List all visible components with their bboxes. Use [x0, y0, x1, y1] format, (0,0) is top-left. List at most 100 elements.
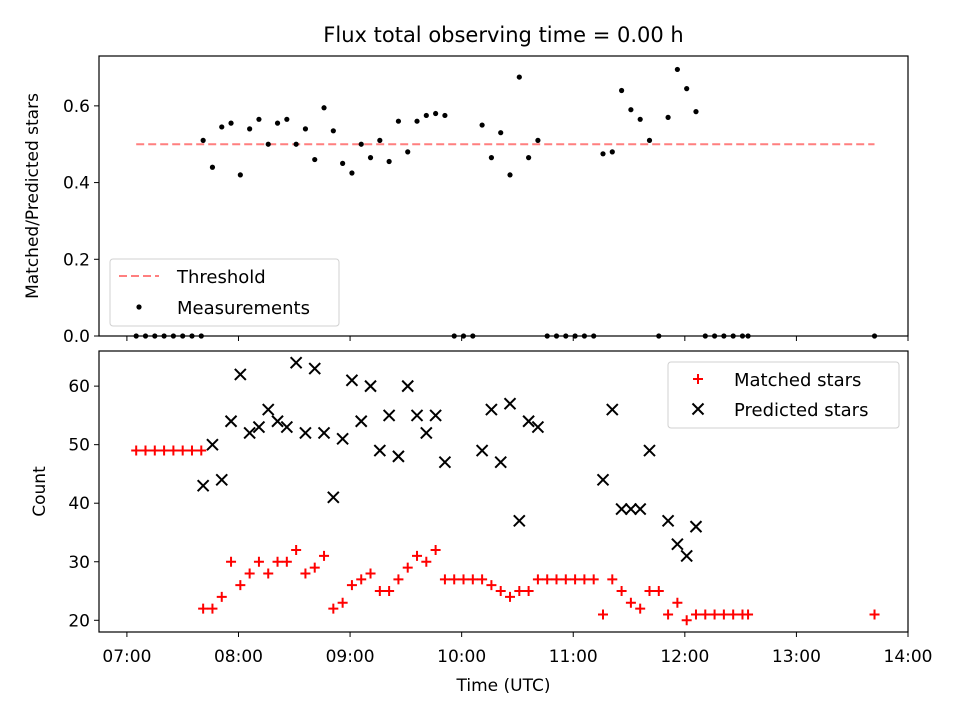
matched-star-point — [235, 580, 246, 591]
matched-star-point — [542, 574, 553, 585]
measurement-point — [321, 105, 327, 111]
measurement-point — [293, 141, 299, 147]
predicted-star-point — [364, 379, 377, 393]
predicted-star-point — [503, 397, 517, 410]
predicted-star-point — [633, 502, 647, 516]
x-tick-label: 07:00 — [102, 647, 151, 667]
measurement-point — [423, 112, 429, 119]
predicted-star-point — [308, 362, 321, 375]
measurement-point — [516, 74, 522, 80]
predicted-star-point — [373, 444, 387, 457]
matched-star-point — [700, 609, 711, 620]
matched-star-point — [207, 603, 218, 614]
measurement-point — [479, 122, 485, 128]
matched-star-point — [653, 586, 664, 597]
matched-star-point — [486, 580, 497, 591]
legend-predicted-swatch — [691, 402, 705, 416]
matched-star-point — [458, 574, 469, 585]
x-tick-label: 10:00 — [437, 647, 486, 667]
matched-star-point — [570, 574, 581, 585]
predicted-star-point — [243, 426, 256, 440]
matched-star-point — [514, 586, 525, 597]
measurement-point — [358, 141, 364, 147]
measurement-point — [209, 164, 216, 170]
matched-star-point — [263, 568, 274, 579]
predicted-star-point — [494, 456, 507, 469]
predicted-star-point — [624, 502, 638, 516]
measurement-point — [386, 158, 392, 165]
legend-measurements-swatch — [136, 304, 142, 310]
predicted-star-point — [438, 456, 452, 469]
matched-star-point — [393, 574, 404, 585]
measurement-point — [302, 126, 309, 132]
predicted-star-point — [392, 450, 405, 463]
matched-star-point — [149, 445, 160, 456]
matched-star-point — [467, 574, 478, 585]
matched-star-point — [300, 568, 311, 579]
matched-star-point — [439, 574, 450, 585]
matched-star-point — [523, 586, 534, 597]
predicted-star-point — [215, 473, 228, 486]
measurement-point — [498, 130, 504, 136]
top-chart-title: Flux total observing time = 0.00 h — [323, 23, 683, 47]
y-tick-label: 50 — [68, 436, 90, 456]
measurement-point — [414, 118, 420, 124]
predicted-star-point — [234, 368, 247, 381]
matched-star-point — [177, 445, 188, 456]
measurement-point — [526, 155, 532, 161]
predicted-star-point — [252, 420, 266, 434]
measurement-point — [618, 87, 625, 94]
axes-frame — [98, 55, 909, 337]
x-tick-label: 08:00 — [214, 647, 263, 667]
predicted-star-point — [420, 426, 433, 440]
matched-star-point — [365, 568, 376, 579]
predicted-star-point — [299, 426, 312, 440]
bottom-y-axis-label: Count — [30, 466, 50, 517]
x-tick-label: 14:00 — [884, 647, 933, 667]
measurement-point — [274, 120, 281, 126]
matched-star-point — [356, 574, 367, 585]
matched-star-point — [718, 609, 729, 620]
measurement-point — [312, 156, 318, 163]
matched-star-point — [198, 603, 209, 614]
measurement-point — [219, 124, 225, 130]
predicted-star-point — [661, 514, 675, 527]
predicted-star-point — [345, 374, 359, 387]
measurement-point — [600, 151, 606, 157]
matched-star-point — [607, 574, 618, 585]
matched-star-point — [168, 445, 179, 456]
predicted-star-point — [596, 473, 610, 486]
measurement-point — [507, 172, 513, 178]
matched-star-point — [644, 586, 655, 597]
y-tick-label: 0.2 — [63, 250, 90, 270]
legend-box — [109, 258, 340, 327]
predicted-star-point — [531, 420, 545, 434]
predicted-star-point — [485, 403, 498, 416]
measurement-point — [395, 118, 402, 124]
y-tick-label: 20 — [68, 611, 90, 631]
matched-star-point — [449, 574, 460, 585]
predicted-star-point — [429, 409, 442, 422]
matched-star-point — [505, 591, 516, 602]
y-tick-label: 0.6 — [63, 97, 90, 117]
matched-star-point — [374, 586, 385, 597]
measurement-point — [330, 128, 336, 134]
y-tick-label: 0.0 — [63, 327, 90, 347]
bottom-plot: 20 30 40 50 60 Matched stars Predicted stars 07… — [68, 350, 933, 667]
matched-star-point — [560, 574, 571, 585]
matched-star-point — [253, 556, 264, 567]
matched-star-point — [412, 550, 423, 561]
measurement-point — [442, 112, 448, 119]
x-tick-label: 09:00 — [326, 647, 375, 667]
matched-star-point — [272, 556, 283, 567]
predicted-star-point — [224, 415, 238, 428]
x-tick-label: 13:00 — [772, 647, 821, 667]
matched-star-point — [728, 609, 739, 620]
measurement-point — [237, 172, 243, 178]
measurement-point — [488, 155, 495, 161]
predicted-star-point — [327, 491, 340, 504]
measurement-point — [200, 137, 206, 143]
matched-star-point — [616, 586, 627, 597]
measurement-point — [665, 114, 671, 120]
matched-star-point — [402, 562, 413, 573]
